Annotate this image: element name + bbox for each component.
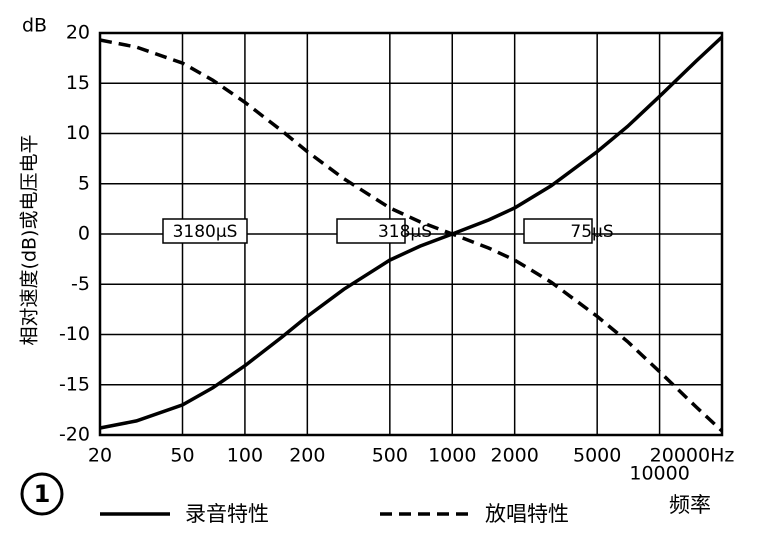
legend-label: 放唱特性	[485, 502, 569, 526]
y-tick-label: 10	[66, 122, 90, 144]
x-tick-label: 10000	[629, 463, 689, 485]
y-tick-label: -5	[71, 273, 90, 295]
series-line	[99, 35, 724, 430]
figure-circle	[20, 472, 64, 516]
y-axis-title: 相对速度(dB)或电压电平	[19, 135, 41, 346]
legend-label: 录音特性	[185, 502, 269, 526]
x-tick-label: 2000	[490, 445, 538, 467]
x-tick-label: 5000	[573, 445, 621, 467]
x-tick-label: 50	[170, 445, 194, 467]
x-tick-label: 100	[227, 445, 263, 467]
x-axis-title: 频率	[669, 493, 711, 517]
annotation-box	[336, 218, 406, 244]
figure-number: 1	[34, 480, 51, 508]
y-tick-label: -20	[59, 424, 90, 446]
annotation: 75μS	[570, 222, 613, 242]
annotation: 318μS	[378, 222, 432, 242]
x-tick-label: 20	[88, 445, 112, 467]
y-tick-label: 20	[66, 22, 90, 44]
y-tick-label: -15	[59, 373, 90, 395]
y-unit: dB	[22, 15, 47, 37]
x-tick-label: 500	[372, 445, 408, 467]
annotation-box	[162, 218, 248, 244]
x-tick-label: 1000	[428, 445, 476, 467]
x-tick-label: 20000Hz	[650, 445, 735, 467]
y-tick-label: 0	[78, 223, 90, 245]
annotation: 3180μS	[173, 222, 238, 242]
y-tick-label: -10	[59, 323, 90, 345]
y-tick-label: 15	[66, 72, 90, 94]
y-tick-label: 5	[78, 172, 90, 194]
annotation-box	[523, 218, 593, 244]
series-line	[99, 38, 724, 433]
x-tick-label: 200	[289, 445, 325, 467]
